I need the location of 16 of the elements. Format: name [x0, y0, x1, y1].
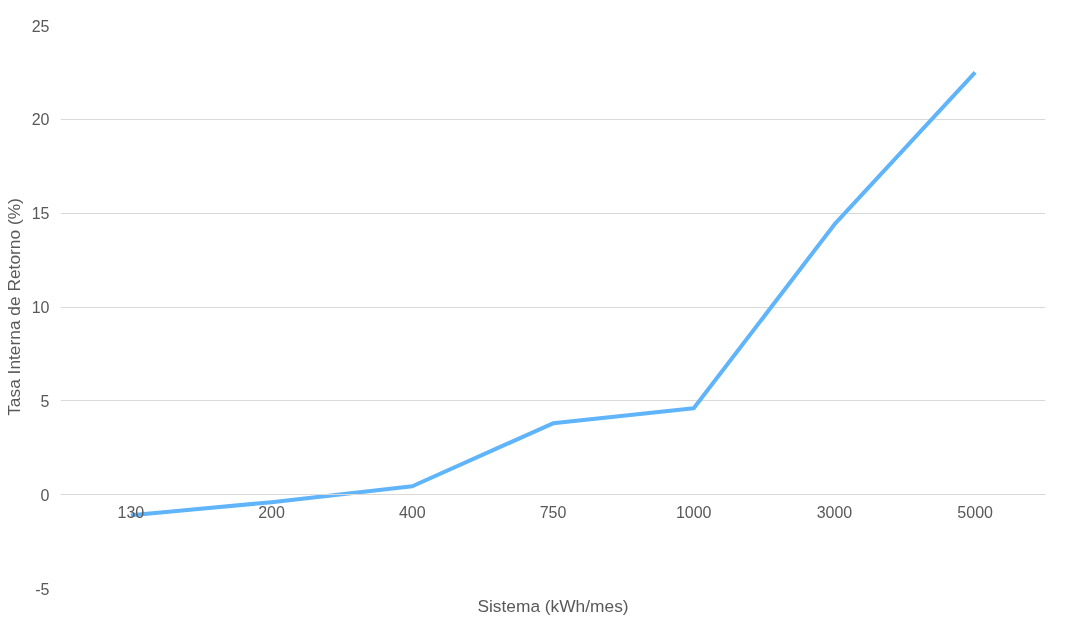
y-tick-label: 10 — [31, 299, 50, 316]
x-tick-label: 750 — [539, 503, 567, 521]
y-tick-label: 20 — [31, 111, 50, 129]
y-tick-label: 25 — [31, 17, 50, 35]
y-tick-label: 0 — [40, 486, 50, 504]
y-axis-title: Tasa Interna de Retorno (%) — [3, 198, 24, 416]
y-tick-label: -5 — [35, 580, 50, 598]
x-tick-label: 130 — [117, 503, 145, 521]
y-tick-label: 15 — [31, 205, 50, 223]
x-tick-label: 5000 — [957, 503, 994, 521]
x-axis-title: Sistema (kWh/mes) — [477, 595, 629, 616]
x-tick-label: 200 — [258, 503, 286, 521]
x-tick-label: 1000 — [675, 503, 712, 521]
y-tick-label: 5 — [40, 392, 50, 410]
x-tick-label: 3000 — [816, 503, 853, 521]
x-tick-label: 400 — [398, 503, 426, 521]
